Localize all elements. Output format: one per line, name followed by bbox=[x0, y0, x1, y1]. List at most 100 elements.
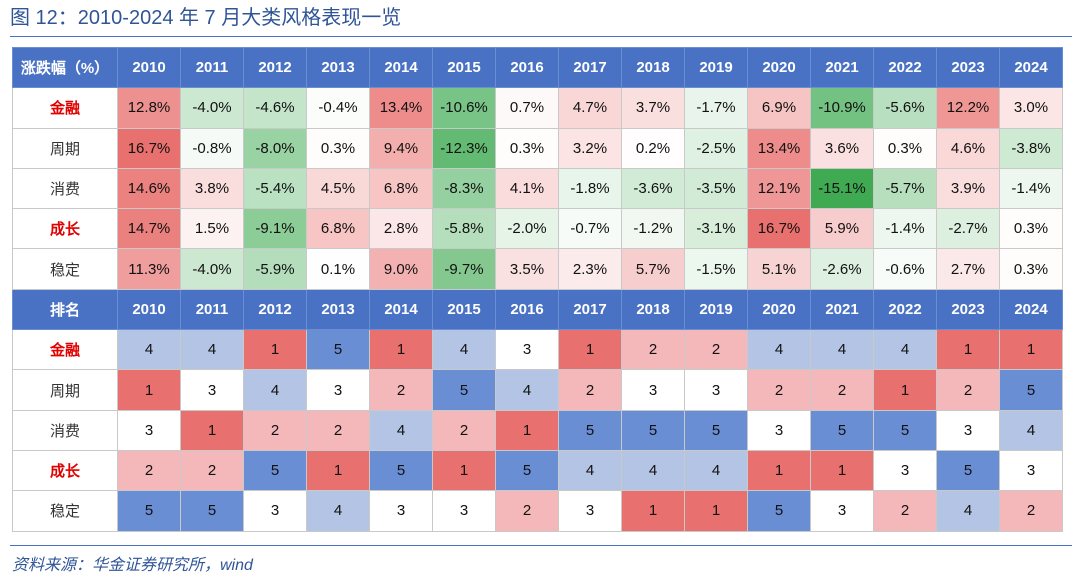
return-cell: -0.6% bbox=[873, 248, 937, 290]
returns-row: 周期 16.7% -0.8% -8.0% 0.3% 9.4% -12.3% 0.3% 3.2% 0… bbox=[12, 127, 1063, 169]
return-cell: -4.6% bbox=[243, 87, 307, 129]
source-divider bbox=[10, 545, 1072, 546]
return-cell: 9.4% bbox=[369, 127, 433, 169]
return-cell: 4.6% bbox=[936, 127, 1000, 169]
year-header: 2013 bbox=[306, 46, 370, 89]
rank-cell: 4 bbox=[243, 369, 307, 411]
rank-row: 周期 1 3 4 3 2 5 4 2 3 3 2 2 1 2 5 bbox=[12, 369, 1063, 411]
rank-cell: 3 bbox=[180, 369, 244, 411]
year-header: 2024 bbox=[999, 46, 1063, 89]
rank-cell: 5 bbox=[180, 490, 244, 532]
return-cell: 4.1% bbox=[495, 167, 559, 210]
rank-cell: 5 bbox=[999, 369, 1063, 411]
rank-cell: 4 bbox=[306, 490, 370, 532]
rank-cell: 5 bbox=[747, 490, 811, 532]
return-cell: -3.6% bbox=[621, 167, 685, 210]
return-cell: 3.9% bbox=[936, 167, 1000, 210]
source-note: 资料来源：华金证券研究所，wind bbox=[12, 557, 253, 574]
return-cell: 12.8% bbox=[117, 87, 181, 129]
return-cell: -1.4% bbox=[999, 167, 1063, 210]
row-label: 周期 bbox=[12, 127, 118, 169]
year-header: 2022 bbox=[873, 46, 937, 89]
rank-cell: 1 bbox=[873, 369, 937, 411]
year-header: 2019 bbox=[684, 288, 748, 331]
return-cell: -0.7% bbox=[558, 208, 622, 250]
rank-cell: 4 bbox=[873, 329, 937, 371]
return-cell: -5.7% bbox=[873, 167, 937, 210]
rank-cell: 4 bbox=[810, 329, 874, 371]
rank-cell: 1 bbox=[369, 329, 433, 371]
return-cell: -5.9% bbox=[243, 248, 307, 290]
year-header: 2016 bbox=[495, 46, 559, 89]
return-cell: 0.3% bbox=[495, 127, 559, 169]
rank-cell: 3 bbox=[495, 329, 559, 371]
return-cell: 5.7% bbox=[621, 248, 685, 290]
year-header: 2023 bbox=[936, 46, 1000, 89]
year-header: 2010 bbox=[117, 288, 181, 331]
rank-cell: 5 bbox=[810, 409, 874, 451]
rank-cell: 2 bbox=[117, 449, 181, 492]
row-label: 成长 bbox=[12, 449, 118, 492]
return-cell: 1.5% bbox=[180, 208, 244, 250]
rank-cell: 3 bbox=[999, 449, 1063, 492]
title-divider bbox=[10, 36, 1072, 37]
year-header: 2018 bbox=[621, 288, 685, 331]
rank-cell: 3 bbox=[558, 490, 622, 532]
year-header: 2020 bbox=[747, 46, 811, 89]
rank-cell: 5 bbox=[684, 409, 748, 451]
year-header: 2021 bbox=[810, 288, 874, 331]
return-cell: 0.2% bbox=[621, 127, 685, 169]
rank-cell: 5 bbox=[495, 449, 559, 492]
rank-cell: 5 bbox=[873, 409, 937, 451]
rank-cell: 1 bbox=[999, 329, 1063, 371]
year-header: 2016 bbox=[495, 288, 559, 331]
rank-cell: 3 bbox=[243, 490, 307, 532]
rank-cell: 2 bbox=[684, 329, 748, 371]
year-header: 2014 bbox=[369, 46, 433, 89]
rank-cell: 2 bbox=[432, 409, 496, 451]
rank-cell: 2 bbox=[495, 490, 559, 532]
rank-cell: 2 bbox=[243, 409, 307, 451]
rank-cell: 1 bbox=[621, 490, 685, 532]
return-cell: 4.7% bbox=[558, 87, 622, 129]
rank-cell: 1 bbox=[180, 409, 244, 451]
rank-cell: 2 bbox=[873, 490, 937, 532]
return-cell: -4.0% bbox=[180, 248, 244, 290]
rank-cell: 1 bbox=[117, 369, 181, 411]
year-header: 2023 bbox=[936, 288, 1000, 331]
rank-cell: 4 bbox=[117, 329, 181, 371]
row-label: 成长 bbox=[12, 208, 118, 250]
rank-cell: 2 bbox=[180, 449, 244, 492]
rank-cell: 5 bbox=[306, 329, 370, 371]
year-header: 2017 bbox=[558, 288, 622, 331]
rank-cell: 5 bbox=[558, 409, 622, 451]
rank-cell: 4 bbox=[558, 449, 622, 492]
header-label: 排名 bbox=[12, 288, 118, 331]
return-cell: 0.3% bbox=[999, 248, 1063, 290]
return-cell: 3.6% bbox=[810, 127, 874, 169]
return-cell: 3.0% bbox=[999, 87, 1063, 129]
return-cell: 13.4% bbox=[369, 87, 433, 129]
rank-cell: 1 bbox=[936, 329, 1000, 371]
return-cell: 12.2% bbox=[936, 87, 1000, 129]
returns-row: 成长 14.7% 1.5% -9.1% 6.8% 2.8% -5.8% -2.0% -0.7% -… bbox=[12, 208, 1063, 250]
year-header: 2020 bbox=[747, 288, 811, 331]
returns-row: 稳定 11.3% -4.0% -5.9% 0.1% 9.0% -9.7% 3.5% 2.3% 5.… bbox=[12, 248, 1063, 290]
returns-header-row: 涨跌幅（%） 2010 2011 2012 2013 2014 2015 2016 2017 20… bbox=[12, 46, 1063, 89]
return-cell: 3.7% bbox=[621, 87, 685, 129]
rank-cell: 4 bbox=[621, 449, 685, 492]
rank-cell: 4 bbox=[369, 409, 433, 451]
year-header: 2015 bbox=[432, 46, 496, 89]
return-cell: -8.0% bbox=[243, 127, 307, 169]
rank-cell: 5 bbox=[369, 449, 433, 492]
return-cell: 12.1% bbox=[747, 167, 811, 210]
return-cell: 5.9% bbox=[810, 208, 874, 250]
year-header: 2022 bbox=[873, 288, 937, 331]
return-cell: -3.5% bbox=[684, 167, 748, 210]
year-header: 2017 bbox=[558, 46, 622, 89]
return-cell: -15.1% bbox=[810, 167, 874, 210]
rank-cell: 1 bbox=[495, 409, 559, 451]
rank-cell: 1 bbox=[684, 490, 748, 532]
rank-cell: 1 bbox=[810, 449, 874, 492]
return-cell: 13.4% bbox=[747, 127, 811, 169]
